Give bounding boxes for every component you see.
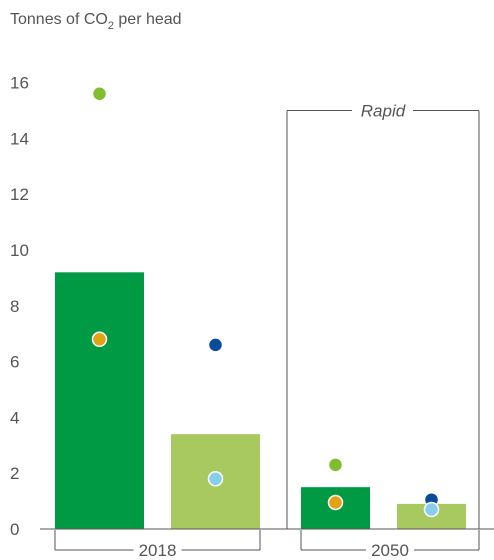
dot-marker (91, 331, 108, 348)
chart-title: Tonnes of CO2 per head (10, 11, 182, 32)
dot-marker (327, 457, 344, 473)
scenario-annotation: Rapid (286, 102, 480, 529)
bars (40, 272, 494, 530)
dot-marker (91, 86, 108, 102)
group-label: 2050 (371, 541, 409, 560)
chart-title-main: Tonnes of CO (10, 11, 108, 28)
y-tick-label: 12 (10, 185, 29, 204)
dot-marker (423, 501, 440, 518)
y-tick-label: 8 (10, 297, 19, 316)
y-axis: 0 2 4 6 8 10 12 14 16 (10, 74, 29, 539)
scenario-label: Rapid (361, 102, 406, 121)
dot-marker (207, 471, 224, 487)
bar (55, 272, 144, 529)
chart-title-subscript: 2 (108, 20, 114, 32)
y-tick-label: 0 (10, 520, 19, 539)
y-tick-label: 6 (10, 353, 19, 372)
y-tick-label: 4 (10, 408, 19, 427)
y-tick-label: 2 (10, 464, 19, 483)
y-tick-label: 10 (10, 241, 29, 260)
x-axis: 2018 2050 (54, 530, 480, 560)
dot-marker (327, 494, 344, 511)
dots (91, 86, 440, 518)
y-tick-label: 14 (10, 129, 29, 148)
dot-marker (207, 337, 224, 353)
y-tick-label: 16 (10, 74, 29, 93)
group-label: 2018 (139, 541, 177, 560)
chart-title-suffix: per head (114, 11, 182, 28)
